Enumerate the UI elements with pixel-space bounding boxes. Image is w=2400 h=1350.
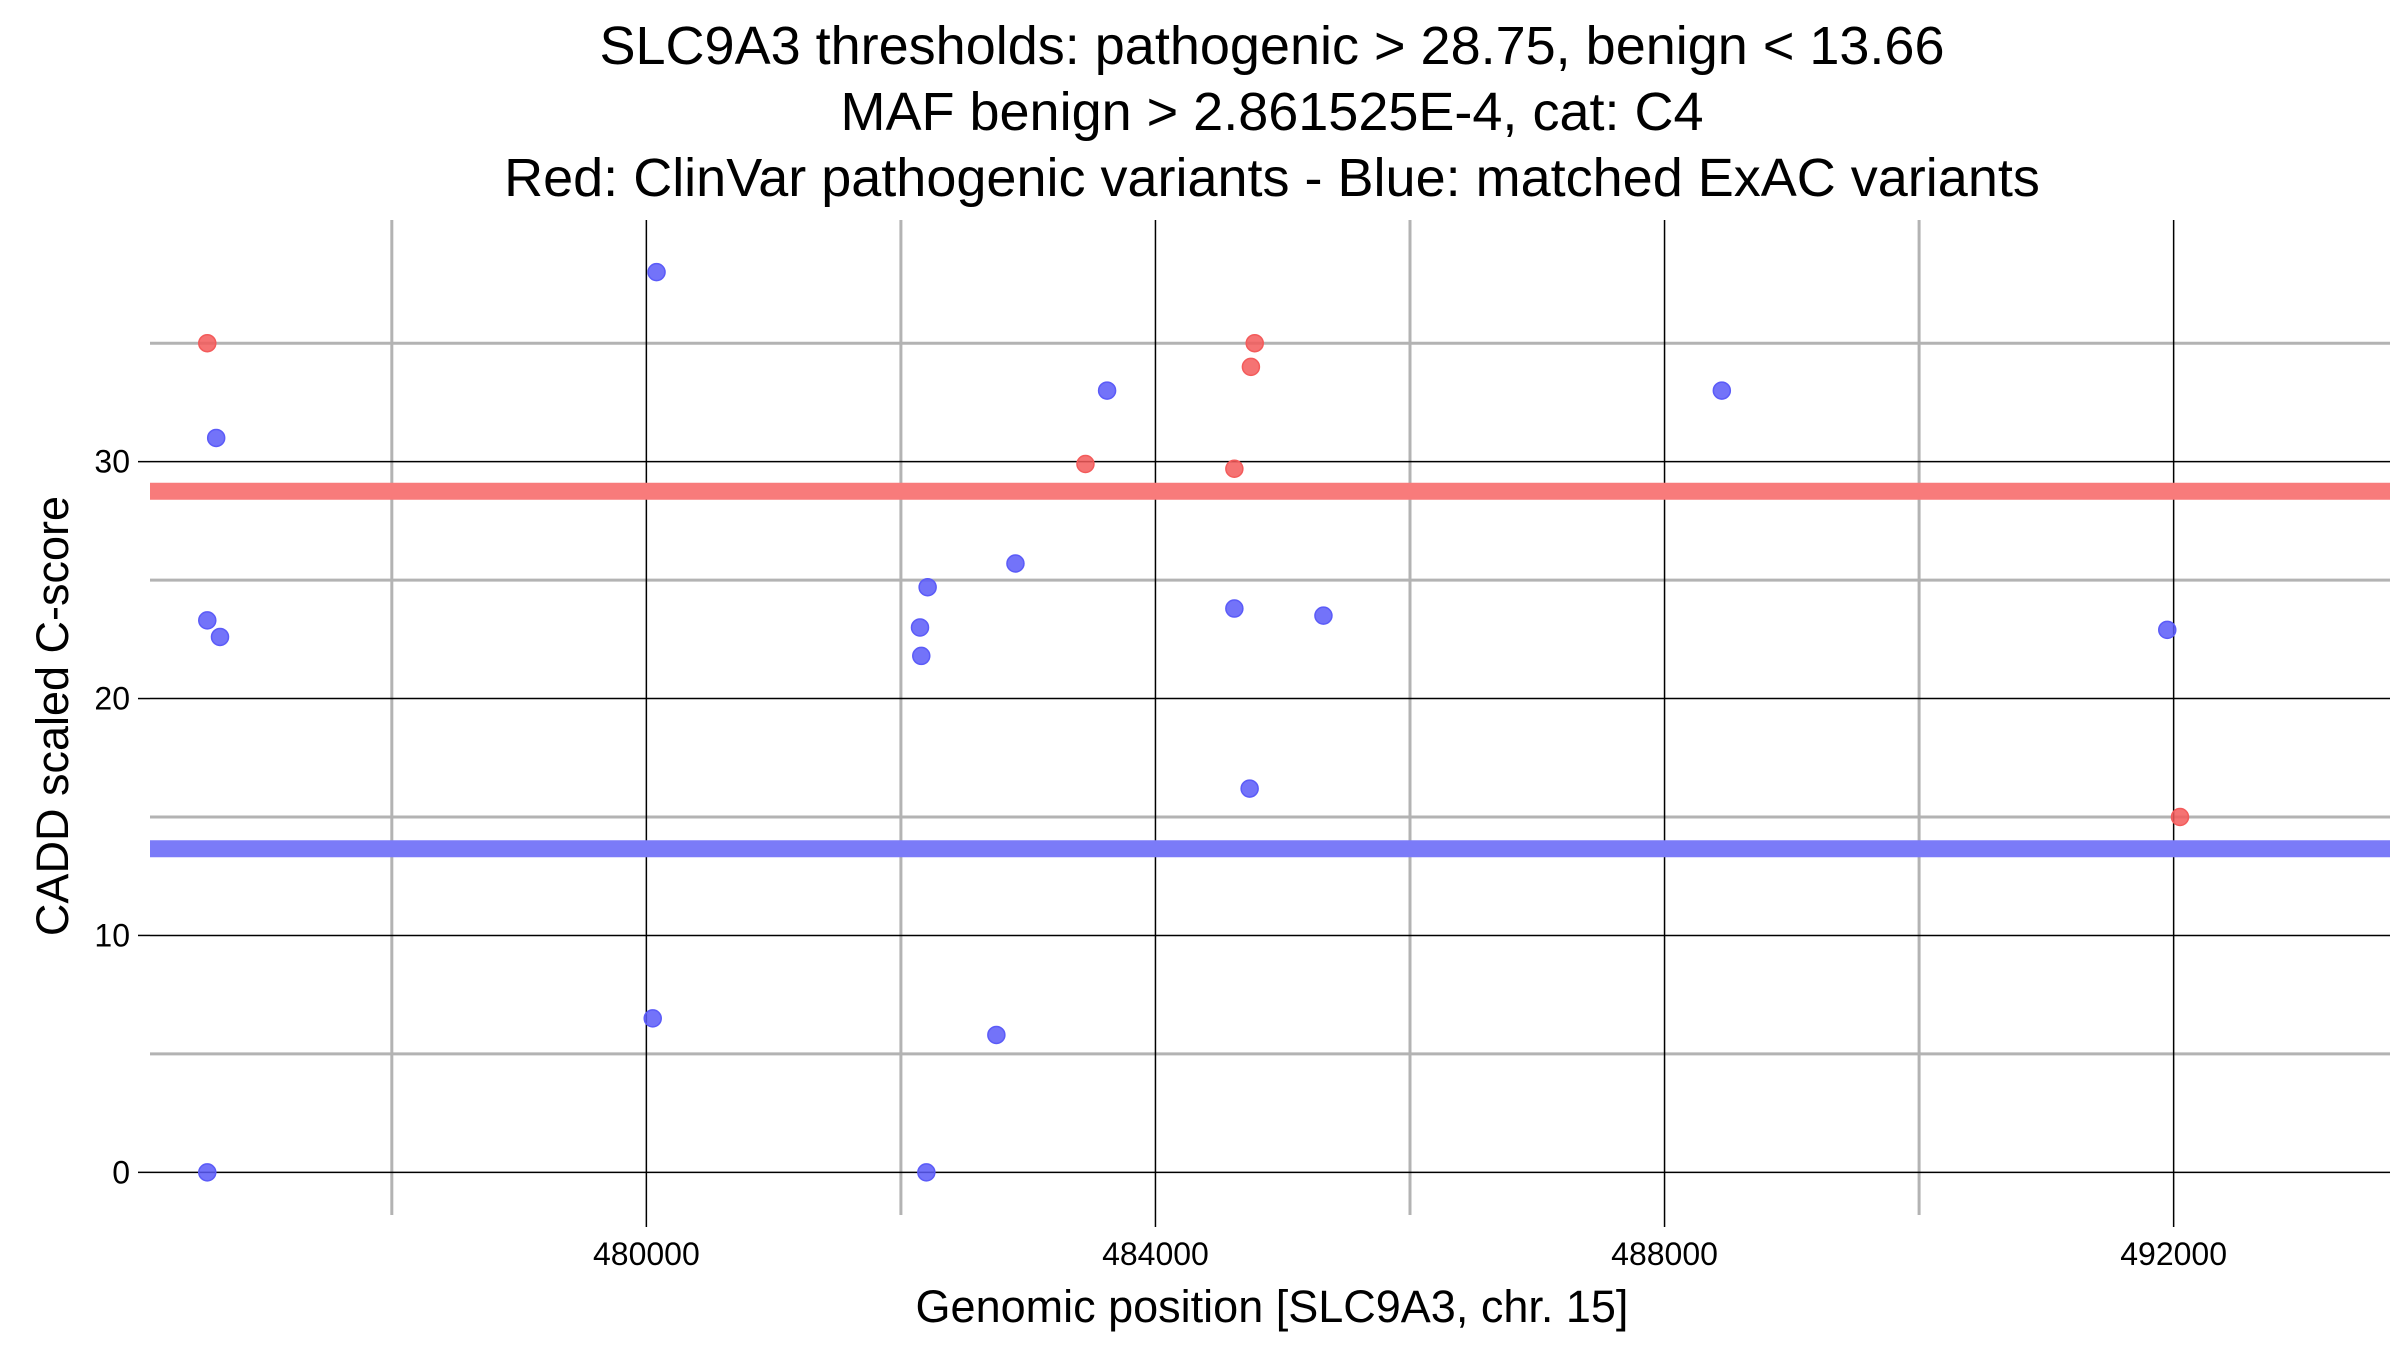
benign-variant-point	[987, 1025, 1006, 1045]
chart-title-line-3: Red: ClinVar pathogenic variants - Blue:…	[504, 148, 2040, 208]
x-tick-label: 492000	[2120, 1236, 2227, 1272]
benign-variant-point	[2158, 620, 2177, 640]
benign-variant-point	[198, 611, 217, 630]
pathogenic-variant-point	[1076, 454, 1095, 474]
major-gridlines	[150, 220, 2390, 1215]
benign-variant-point	[1097, 381, 1117, 400]
benign-variant-point	[1225, 599, 1244, 618]
minor-gridlines	[150, 220, 2390, 1215]
data-points	[198, 262, 2190, 1182]
pathogenic-variant-point	[1225, 459, 1244, 478]
benign-variant-point	[917, 1163, 936, 1182]
x-tick-label: 488000	[1611, 1236, 1718, 1272]
x-tick-label: 484000	[1102, 1236, 1209, 1272]
x-tick-label: 480000	[593, 1236, 700, 1272]
y-axis-title: CADD scaled C-score	[27, 496, 78, 936]
y-axis-ticks: 0 10 20 30	[94, 444, 150, 1190]
pathogenic-variant-point	[1241, 357, 1261, 377]
benign-variant-point	[1712, 381, 1732, 400]
x-axis-title: Genomic position [SLC9A3, chr. 15]	[916, 1281, 1629, 1332]
pathogenic-variant-point	[1245, 333, 1264, 353]
y-tick-label: 10	[94, 917, 130, 953]
chart-title-line-1: SLC9A3 thresholds: pathogenic > 28.75, b…	[599, 16, 1944, 76]
benign-variant-point	[1240, 779, 1259, 798]
benign-variant-point	[910, 618, 930, 637]
benign-variant-point	[1314, 606, 1333, 625]
pathogenic-variant-point	[198, 333, 217, 353]
y-tick-label: 30	[94, 444, 130, 480]
chart-title-line-2: MAF benign > 2.861525E-4, cat: C4	[840, 82, 1703, 142]
benign-variant-point	[206, 428, 226, 448]
benign-variant-point	[1006, 554, 1025, 573]
benign-variant-point	[210, 627, 230, 647]
x-axis-ticks: 480000 484000 488000 492000	[593, 1215, 2227, 1272]
benign-variant-point	[912, 646, 931, 666]
benign-variant-point	[198, 1163, 217, 1182]
y-tick-label: 20	[94, 681, 130, 717]
threshold-lines	[150, 482, 2390, 858]
pathogenic-variant-point	[2170, 807, 2190, 827]
benign-variant-point	[918, 577, 937, 597]
benign-variant-point	[647, 262, 666, 282]
y-tick-label: 0	[112, 1154, 130, 1190]
benign-variant-point	[643, 1009, 662, 1028]
